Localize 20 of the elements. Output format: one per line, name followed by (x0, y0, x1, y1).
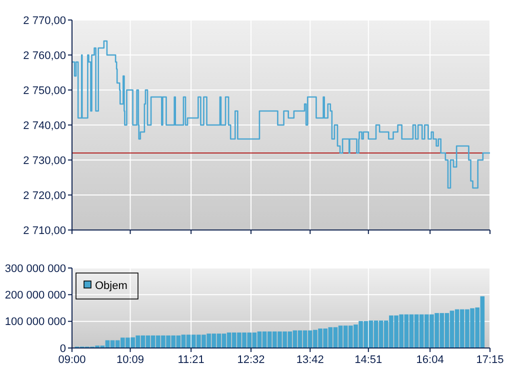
y-tick-label: 2 720,00 (23, 190, 66, 202)
x-tick-label: 10:09 (116, 354, 144, 366)
x-tick-label: 09:00 (58, 354, 86, 366)
y-tick-label: 100 000 000 (4, 316, 66, 328)
y-tick-label: 2 770,00 (23, 14, 66, 27)
y-tick-label: 2 750,00 (23, 84, 66, 97)
y-tick-label: 200 000 000 (4, 290, 66, 302)
x-tick-label: 16:04 (416, 354, 444, 366)
legend-label: Objem (95, 280, 128, 292)
y-tick-label: 2 710,00 (23, 224, 66, 237)
y-tick-label: 300 000 000 (4, 262, 66, 275)
y-tick-label: 2 730,00 (23, 154, 66, 167)
y-tick-label: 0 (60, 342, 66, 355)
x-tick-label: 14:51 (354, 354, 382, 366)
x-tick-label: 12:32 (237, 354, 265, 366)
x-tick-label: 17:15 (476, 354, 504, 366)
y-tick-label: 2 760,00 (23, 50, 66, 62)
x-tick-label: 11:21 (178, 354, 204, 366)
y-tick-label: 2 740,00 (23, 120, 66, 132)
x-tick-label: 13:42 (296, 354, 324, 366)
